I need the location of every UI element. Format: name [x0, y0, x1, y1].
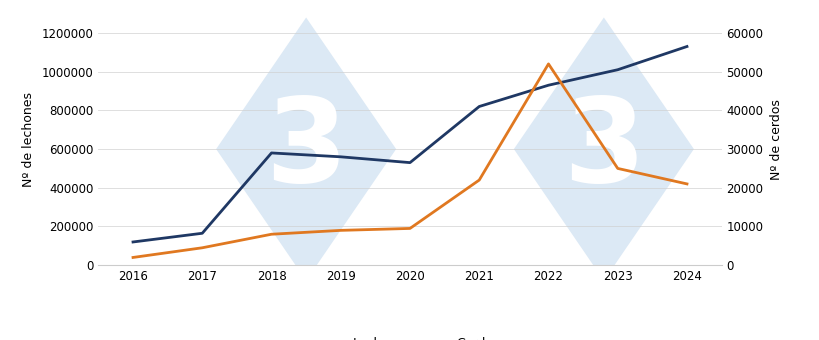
Text: 3: 3: [562, 91, 644, 207]
Polygon shape: [216, 17, 396, 281]
Legend: Lechones, Cerdos: Lechones, Cerdos: [314, 332, 505, 340]
Y-axis label: Nº de cerdos: Nº de cerdos: [770, 99, 782, 180]
Polygon shape: [514, 17, 693, 281]
Text: 3: 3: [265, 91, 346, 207]
Y-axis label: Nº de lechones: Nº de lechones: [21, 92, 34, 187]
